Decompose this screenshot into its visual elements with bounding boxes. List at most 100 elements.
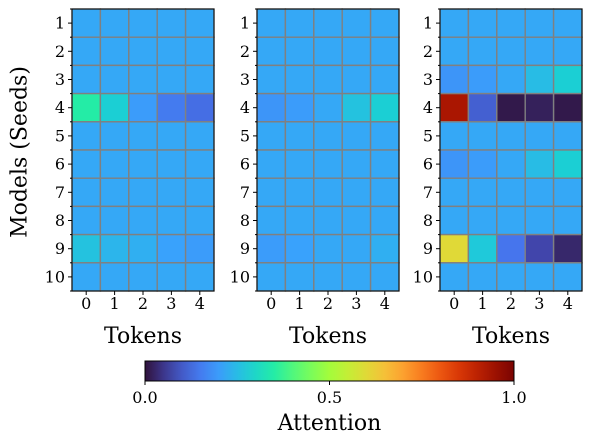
x-tick-label: 4 bbox=[563, 294, 573, 313]
heatmap-cell bbox=[156, 36, 187, 67]
y-tick-label: 9 bbox=[55, 239, 65, 258]
heatmap-cell bbox=[71, 149, 102, 179]
heatmap-cell bbox=[552, 92, 583, 123]
heatmap-cell bbox=[256, 233, 287, 264]
heatmap-cell bbox=[156, 92, 187, 123]
x-tick-label: 0 bbox=[266, 294, 276, 313]
heatmap-cell bbox=[156, 205, 187, 236]
heatmap-cell bbox=[156, 64, 187, 95]
heatmap-cell bbox=[496, 149, 526, 179]
heatmap-cell bbox=[99, 36, 130, 67]
heatmap-cell bbox=[313, 177, 343, 208]
y-tick-label: 1 bbox=[55, 14, 65, 33]
heatmap-cell bbox=[256, 262, 287, 292]
heatmap-cell bbox=[99, 233, 130, 264]
heatmap-cell bbox=[71, 233, 102, 264]
heatmap-cell bbox=[256, 121, 287, 151]
heatmap-cell bbox=[467, 177, 498, 208]
heatmap-cell bbox=[313, 64, 343, 95]
y-tick-label: 2 bbox=[240, 42, 250, 61]
heatmap-cell bbox=[313, 36, 343, 67]
heatmap-cell bbox=[184, 233, 215, 264]
colorbar-tick-label: 0.0 bbox=[132, 388, 157, 407]
heatmap-cell bbox=[184, 262, 215, 292]
heatmap-cell bbox=[439, 177, 470, 208]
heatmap-cell bbox=[128, 121, 158, 151]
heatmap-cell bbox=[71, 64, 102, 95]
x-tick-label: 1 bbox=[295, 294, 305, 313]
y-tick-label: 5 bbox=[55, 126, 65, 145]
x-tick-label: 2 bbox=[323, 294, 333, 313]
heatmap-cell bbox=[369, 92, 400, 123]
x-tick-label: 3 bbox=[534, 294, 544, 313]
heatmap-cell bbox=[467, 262, 498, 292]
heatmap-cell bbox=[284, 177, 315, 208]
y-tick-label: 2 bbox=[55, 42, 65, 61]
heatmap-cell bbox=[341, 64, 372, 95]
y-tick-label: 9 bbox=[240, 239, 250, 258]
heatmap-cell bbox=[496, 121, 526, 151]
x-tick-label: 2 bbox=[506, 294, 516, 313]
y-tick-label: 1 bbox=[423, 14, 433, 33]
colorbar: 0.0 0.5 1.0 Attention bbox=[132, 360, 527, 436]
heatmap-cell bbox=[184, 92, 215, 123]
heatmap-cell bbox=[496, 177, 526, 208]
heatmap-cell bbox=[256, 177, 287, 208]
heatmap-cell bbox=[524, 262, 555, 292]
heatmap-cell bbox=[496, 64, 526, 95]
heatmap-cell bbox=[369, 205, 400, 236]
y-tick-label: 8 bbox=[423, 211, 433, 230]
colorbar-label: Attention bbox=[277, 411, 382, 436]
heatmap-cell bbox=[524, 233, 555, 264]
heatmap-cell bbox=[341, 149, 372, 179]
x-tick-label: 1 bbox=[110, 294, 120, 313]
heatmap-cell bbox=[284, 121, 315, 151]
heatmap-cell bbox=[128, 233, 158, 264]
y-tick-label: 6 bbox=[240, 155, 250, 174]
heatmap-cell bbox=[524, 92, 555, 123]
heatmap-cell bbox=[71, 8, 102, 38]
heatmap-cell bbox=[496, 205, 526, 236]
y-tick-label: 4 bbox=[240, 98, 250, 117]
heatmap-cell bbox=[156, 233, 187, 264]
heatmap-cell bbox=[156, 121, 187, 151]
heatmap-cell bbox=[71, 205, 102, 236]
heatmap-cell bbox=[524, 177, 555, 208]
heatmap-cell bbox=[524, 36, 555, 67]
heatmap-cell bbox=[313, 205, 343, 236]
heatmap-cell bbox=[184, 149, 215, 179]
y-tick-label: 5 bbox=[423, 126, 433, 145]
heatmap-cell bbox=[156, 149, 187, 179]
heatmap-cell bbox=[524, 149, 555, 179]
heatmap-cell bbox=[496, 36, 526, 67]
y-tick-label: 1 bbox=[240, 14, 250, 33]
heatmap-cell bbox=[184, 64, 215, 95]
heatmap-cell bbox=[256, 92, 287, 123]
x-tick-label: 3 bbox=[351, 294, 361, 313]
heatmap-cell bbox=[71, 92, 102, 123]
y-axis-title: Models (Seeds) bbox=[8, 66, 33, 238]
heatmap-cell bbox=[128, 8, 158, 38]
heatmap-cell bbox=[467, 233, 498, 264]
x-axis-title: Tokens bbox=[289, 324, 367, 349]
y-tick-label: 3 bbox=[240, 70, 250, 89]
heatmap-cell bbox=[369, 8, 400, 38]
heatmap-cell bbox=[256, 149, 287, 179]
y-tick-label: 9 bbox=[423, 239, 433, 258]
heatmap-cell bbox=[99, 121, 130, 151]
heatmap-cell bbox=[99, 92, 130, 123]
colorbar-gradient bbox=[144, 360, 515, 382]
heatmap-cell bbox=[313, 233, 343, 264]
y-tick-label: 8 bbox=[55, 211, 65, 230]
heatmap-cell bbox=[284, 205, 315, 236]
y-tick-label: 10 bbox=[413, 267, 433, 286]
x-tick-label: 4 bbox=[195, 294, 205, 313]
heatmap-cell bbox=[156, 177, 187, 208]
heatmap-cell bbox=[341, 233, 372, 264]
x-tick-label: 4 bbox=[380, 294, 390, 313]
heatmap-cell bbox=[284, 233, 315, 264]
heatmap-cell bbox=[99, 262, 130, 292]
heatmap-cell bbox=[369, 149, 400, 179]
